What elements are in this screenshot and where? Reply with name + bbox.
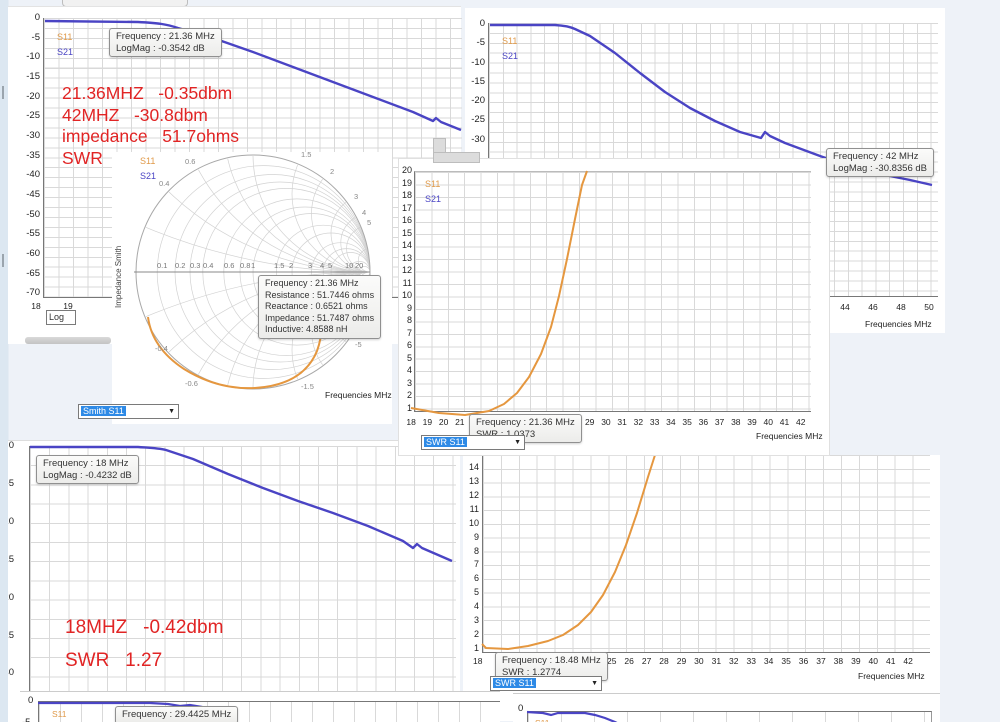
- y-axis-ticks: 0 -5 -10 -15 -20 -25 -30 -35 -40 -45 -50 -55 -60 -65-…: [26, 12, 40, 299]
- page-edge-mark: [2, 86, 4, 99]
- y-axis-tick: 0: [518, 703, 524, 714]
- logmag-chart-panel-bottomleft: 0-5-10-15-20-25-30 Frequency : 18 MHzLog…: [8, 440, 460, 722]
- cropped-tooltip-fragment: [433, 152, 480, 163]
- trace-legend-s11: S11: [52, 709, 67, 719]
- marker-tooltip: Frequency : 29.4425 MHz: [115, 706, 239, 722]
- trace-type-dropdown[interactable]: SWR S11 ▼: [490, 676, 602, 691]
- x-axis-title: Frequencies MHz: [858, 671, 925, 681]
- x-axis-ticks: 25 26 27 28 29 30 31 32 33 34 35 36 37 38 39 40 41 42: [606, 656, 913, 666]
- swr-chart-panel-bottomright: 14 13 12 11 10 9 8 7 6 5 4 3 2 1 18 25 26 27 28 29 30 31 32 3…: [463, 454, 940, 721]
- y-axis-ticks: 14 13 12 11 10 9 8 7 6 5 4 3 2 1: [468, 462, 479, 653]
- partial-chart-strip-right: 0 S11: [513, 693, 940, 722]
- x-axis-ticks: 18 19: [31, 301, 73, 311]
- dropdown-value: SWR S11: [493, 678, 536, 688]
- annotation-text: 21.36MHZ -0.35dbm 42MHZ -30.8dbm impedance…: [62, 83, 240, 168]
- y-axis-ticks: 20 19 18 17 16 15 14 13 12 11 10 9 8 7 6 5 4 3 2 1: [401, 165, 412, 413]
- trace-legend: S11 S21: [502, 36, 519, 61]
- marker-tooltip: Frequency : 18 MHz LogMag : -0.4232 dB: [36, 455, 139, 484]
- x-axis-title: Frequencies MHz: [756, 431, 823, 441]
- trace-legend: S11 S21: [425, 179, 442, 204]
- dropdown-arrow-icon: ▼: [168, 408, 175, 415]
- dropdown-value: SWR S11: [424, 437, 467, 447]
- dropdown-arrow-icon: ▼: [591, 680, 598, 687]
- annotation-text: 18MHZ -0.42dbm SWR 1.27: [65, 617, 224, 671]
- plot-area: [38, 701, 500, 722]
- plot-area: [482, 455, 930, 653]
- dropdown-value: Log: [49, 312, 65, 322]
- trace-type-dropdown[interactable]: SWR S11 ▼: [421, 435, 525, 450]
- y-axis-title: Impedance Smith: [114, 245, 123, 309]
- horizontal-scrollbar[interactable]: [25, 337, 111, 344]
- x-axis-title: Frequencies MHz: [865, 319, 932, 329]
- smith-chart-panel: Impedance Smith S11 S21 0.1 0.2 0.3 0.4 0.6 0.…: [112, 150, 392, 424]
- trace-legend: S11 S21: [140, 156, 157, 181]
- swr-chart-panel-center: 20 19 18 17 16 15 14 13 12 11 10 9 8 7 6 5 4 3 2 1 S11 S21 1…: [398, 158, 830, 456]
- x-axis-ticks: 1819202122232425262728293031323334353637…: [406, 417, 806, 427]
- dropdown-arrow-icon: ▼: [514, 439, 521, 446]
- smith-trace-dropdown[interactable]: Smith S11 ▼: [78, 404, 179, 419]
- x-axis-title: Frequencies MHz: [325, 390, 392, 400]
- marker-tooltip: Frequency : 21.36 MHz LogMag : -0.3542 dB: [109, 28, 222, 57]
- x-axis-first-tick: 18: [473, 656, 483, 666]
- marker-tooltip: Frequency : 42 MHz LogMag : -30.8356 dB: [826, 148, 935, 177]
- partial-chart-strip-left: 0 -5 S11 Frequency : 29.4425 MHz: [20, 691, 500, 722]
- dropdown-value: Smith S11: [81, 406, 126, 416]
- x-axis-ticks: 44 46 48 50: [840, 302, 934, 312]
- y-axis-tick: -5: [22, 717, 30, 722]
- plot-area: [527, 711, 932, 722]
- trace-legend: S11 S21: [57, 32, 74, 57]
- y-axis-ticks: 0 -5 -10 -15 -20 -25 -30: [471, 18, 485, 145]
- trace-type-dropdown[interactable]: Log: [46, 310, 76, 325]
- y-axis-tick-fragments: 0-5-10-15-20-25-30: [8, 440, 14, 679]
- page-edge-mark: [2, 254, 4, 267]
- y-axis-tick: 0: [28, 695, 34, 706]
- plot-area: [414, 171, 811, 412]
- marker-tooltip: Frequency : 21.36 MHz Resistance : 51.744…: [258, 275, 382, 339]
- trace-legend-s11: S11: [535, 718, 550, 722]
